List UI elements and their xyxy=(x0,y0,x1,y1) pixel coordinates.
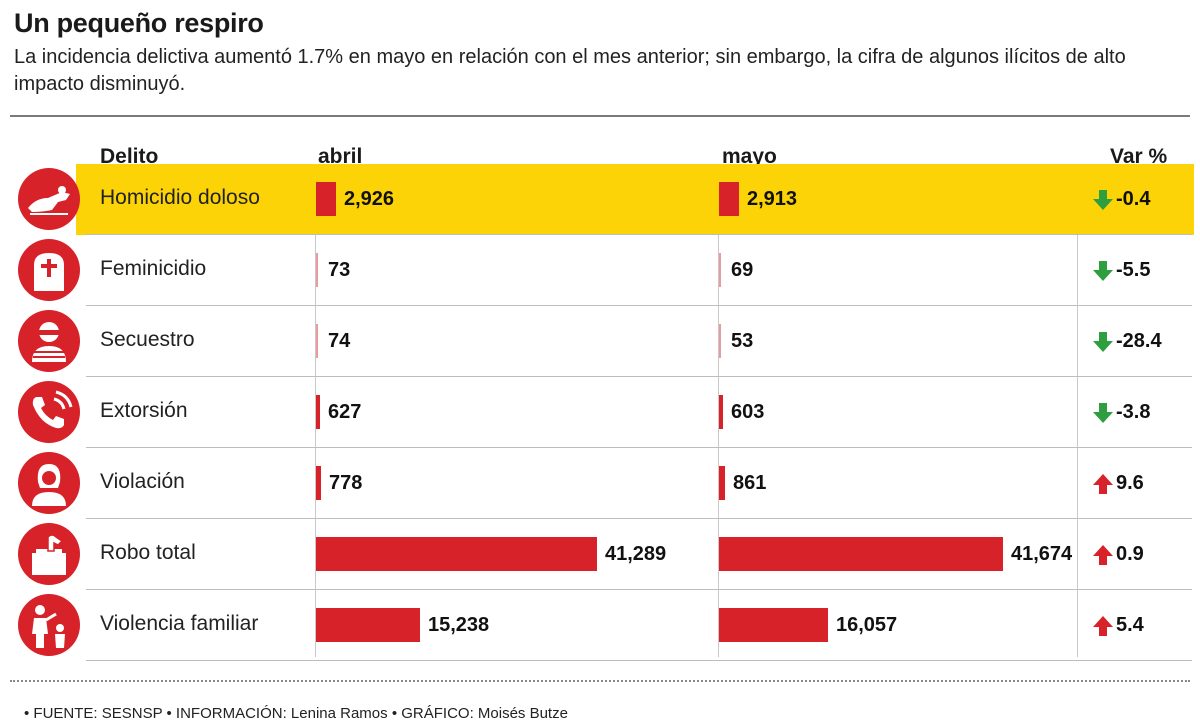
arrow-down-icon xyxy=(1092,188,1114,212)
abril-value-label: 2,926 xyxy=(344,188,395,210)
footer-divider xyxy=(10,680,1190,682)
arrow-up-icon xyxy=(1092,472,1114,496)
mayo-value-label: 16,057 xyxy=(836,614,898,636)
abril-value-label: 627 xyxy=(328,401,362,423)
chart-subtitle: La incidencia delictiva aumentó 1.7% en … xyxy=(14,46,1126,95)
variation-value: -5.5 xyxy=(1116,259,1151,281)
variation-value: -3.8 xyxy=(1116,401,1151,423)
phone-call-icon xyxy=(18,381,80,443)
kidnapping-icon xyxy=(18,310,80,372)
mayo-bar xyxy=(719,395,723,429)
mayo-value-label: 41,674 xyxy=(1011,543,1073,565)
mayo-bar xyxy=(719,608,828,642)
category-label: Robo total xyxy=(100,541,196,564)
source-footer: • FUENTE: SESNSP • INFORMACIÓN: Lenina R… xyxy=(24,705,568,722)
variation-value: 0.9 xyxy=(1116,543,1144,565)
abril-value-label: 778 xyxy=(329,472,363,494)
arrow-down-icon xyxy=(1092,330,1114,354)
abril-axis-line xyxy=(315,165,316,657)
variation-value: 9.6 xyxy=(1116,472,1144,494)
abril-value-label: 41,289 xyxy=(605,543,667,565)
table-row: Feminicidio 73 69 -5.5 xyxy=(0,235,1200,306)
row-separator xyxy=(86,518,1192,519)
homicide-icon xyxy=(18,168,80,230)
abril-value-label: 73 xyxy=(328,259,351,281)
mayo-value-label: 861 xyxy=(733,472,767,494)
abril-bar xyxy=(316,466,321,500)
mayo-bar xyxy=(719,466,725,500)
abril-bar xyxy=(316,182,336,216)
row-separator xyxy=(86,376,1192,377)
row-separator xyxy=(86,447,1192,448)
table-row: Homicidio doloso 2,926 2,913 -0.4 xyxy=(0,164,1200,235)
mayo-axis-line xyxy=(718,165,719,657)
variation-value: -28.4 xyxy=(1116,330,1162,352)
arrow-down-icon xyxy=(1092,401,1114,425)
abril-bar xyxy=(316,608,420,642)
var-axis-line xyxy=(1077,165,1078,657)
category-label: Extorsión xyxy=(100,399,188,422)
table-row: Robo total 41,289 41,674 0.9 xyxy=(0,519,1200,590)
table-row: Violación 778 861 9.6 xyxy=(0,448,1200,519)
row-separator xyxy=(86,589,1192,590)
table-row: Secuestro 74 53 -28.4 xyxy=(0,306,1200,377)
mayo-value-label: 69 xyxy=(731,259,754,281)
variation-value: -0.4 xyxy=(1116,188,1151,210)
category-label: Violación xyxy=(100,470,185,493)
category-label: Violencia familiar xyxy=(100,612,259,635)
table-row: Extorsión 627 603 -3.8 xyxy=(0,377,1200,448)
arrow-up-icon xyxy=(1092,543,1114,567)
table-row: Violencia familiar 15,238 16,057 5.4 xyxy=(0,590,1200,661)
abril-bar xyxy=(316,324,318,358)
mayo-bar xyxy=(719,537,1003,571)
category-label: Homicidio doloso xyxy=(100,186,260,209)
chart-title: Un pequeño respiro xyxy=(14,8,264,38)
abril-value-label: 74 xyxy=(328,330,351,352)
grave-cross-icon xyxy=(18,239,80,301)
abril-bar xyxy=(316,395,320,429)
row-separator xyxy=(86,305,1192,306)
mayo-value-label: 2,913 xyxy=(747,188,798,210)
row-separator xyxy=(86,234,1192,235)
category-label: Feminicidio xyxy=(100,257,207,280)
family-violence-icon xyxy=(18,594,80,656)
column-header-abril: abril xyxy=(318,145,363,168)
victim-woman-icon xyxy=(18,452,80,514)
abril-value-label: 15,238 xyxy=(428,614,490,636)
variation-value: 5.4 xyxy=(1116,614,1144,636)
column-header-delito: Delito xyxy=(100,145,159,168)
top-divider xyxy=(10,115,1190,117)
mayo-value-label: 603 xyxy=(731,401,765,423)
highlight-band xyxy=(76,164,1194,235)
robbery-hand-icon xyxy=(18,523,80,585)
column-header-mayo: mayo xyxy=(722,145,777,168)
mayo-value-label: 53 xyxy=(731,330,754,352)
row-separator xyxy=(86,660,1192,661)
mayo-bar xyxy=(719,182,739,216)
column-header-var: Var % xyxy=(1110,145,1168,168)
mayo-bar xyxy=(719,324,721,358)
category-label: Secuestro xyxy=(100,328,195,351)
arrow-up-icon xyxy=(1092,614,1114,638)
abril-bar xyxy=(316,537,597,571)
arrow-down-icon xyxy=(1092,259,1114,283)
mayo-bar xyxy=(719,253,721,287)
abril-bar xyxy=(316,253,318,287)
